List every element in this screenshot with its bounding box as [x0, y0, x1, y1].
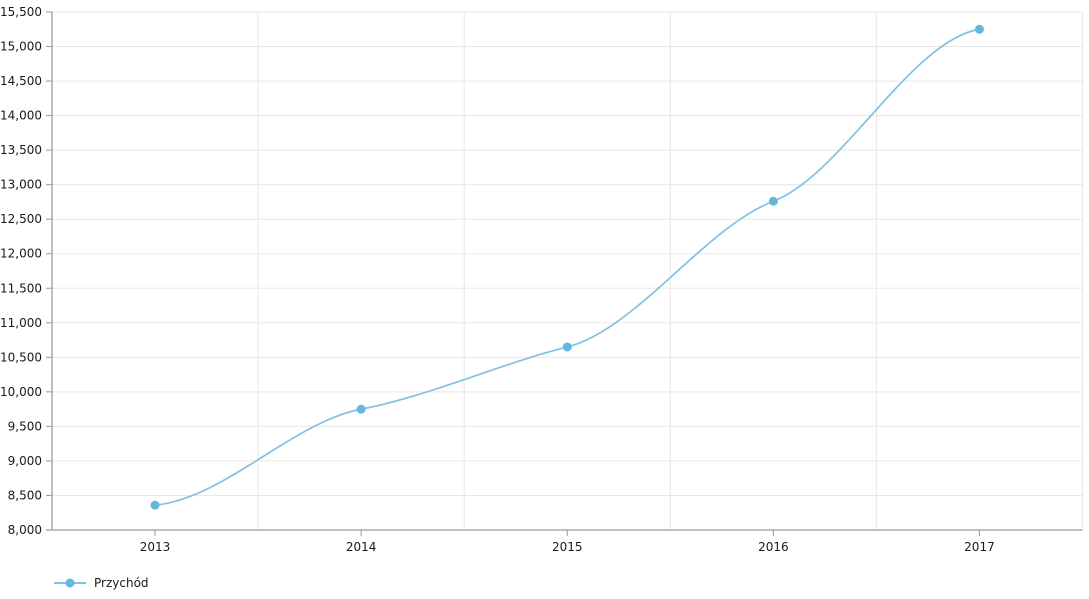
data-point-2017[interactable] — [974, 24, 984, 34]
x-axis-label: 2016 — [758, 540, 789, 554]
y-axis-label: 13,000 — [0, 178, 42, 192]
x-axis-labels: 2013 2014 2015 2016 2017 — [140, 540, 995, 554]
x-axis-label: 2017 — [964, 540, 995, 554]
y-axis-label: 9,500 — [8, 419, 42, 433]
data-point-2016[interactable] — [768, 196, 778, 206]
y-axis-label: 15,500 — [0, 5, 42, 19]
data-point-2013[interactable] — [150, 500, 160, 510]
legend[interactable]: Przychód — [53, 576, 149, 590]
axes — [46, 11, 1083, 536]
y-axis-label: 13,500 — [0, 143, 42, 157]
data-point-2015[interactable] — [562, 342, 572, 352]
y-axis-label: 10,500 — [0, 350, 42, 364]
legend-item-label: Przychód — [94, 576, 149, 590]
y-axis-label: 14,500 — [0, 74, 42, 88]
legend-marker-icon — [54, 578, 86, 588]
y-axis-label: 12,000 — [0, 247, 42, 261]
y-axis-label: 14,000 — [0, 109, 42, 123]
y-axis-label: 10,000 — [0, 385, 42, 399]
x-axis-label: 2014 — [346, 540, 377, 554]
x-axis-label: 2015 — [552, 540, 583, 554]
y-axis-label: 11,000 — [0, 316, 42, 330]
series-markers — [150, 24, 984, 510]
y-axis-label: 8,000 — [8, 523, 42, 537]
x-axis-label: 2013 — [140, 540, 171, 554]
y-axis-label: 9,000 — [8, 454, 42, 468]
data-point-2014[interactable] — [356, 404, 366, 414]
plot-area: 8,000 8,500 9,000 9,500 10,000 10,500 11,000 11… — [0, 5, 1083, 554]
series-line — [154, 28, 980, 506]
grid — [52, 11, 1083, 530]
y-axis-label: 12,500 — [0, 212, 42, 226]
y-axis-label: 8,500 — [8, 488, 42, 502]
y-axis-label: 15,000 — [0, 40, 42, 54]
y-axis-label: 11,500 — [0, 281, 42, 295]
y-axis-labels: 8,000 8,500 9,000 9,500 10,000 10,500 11,000 11… — [0, 5, 42, 537]
